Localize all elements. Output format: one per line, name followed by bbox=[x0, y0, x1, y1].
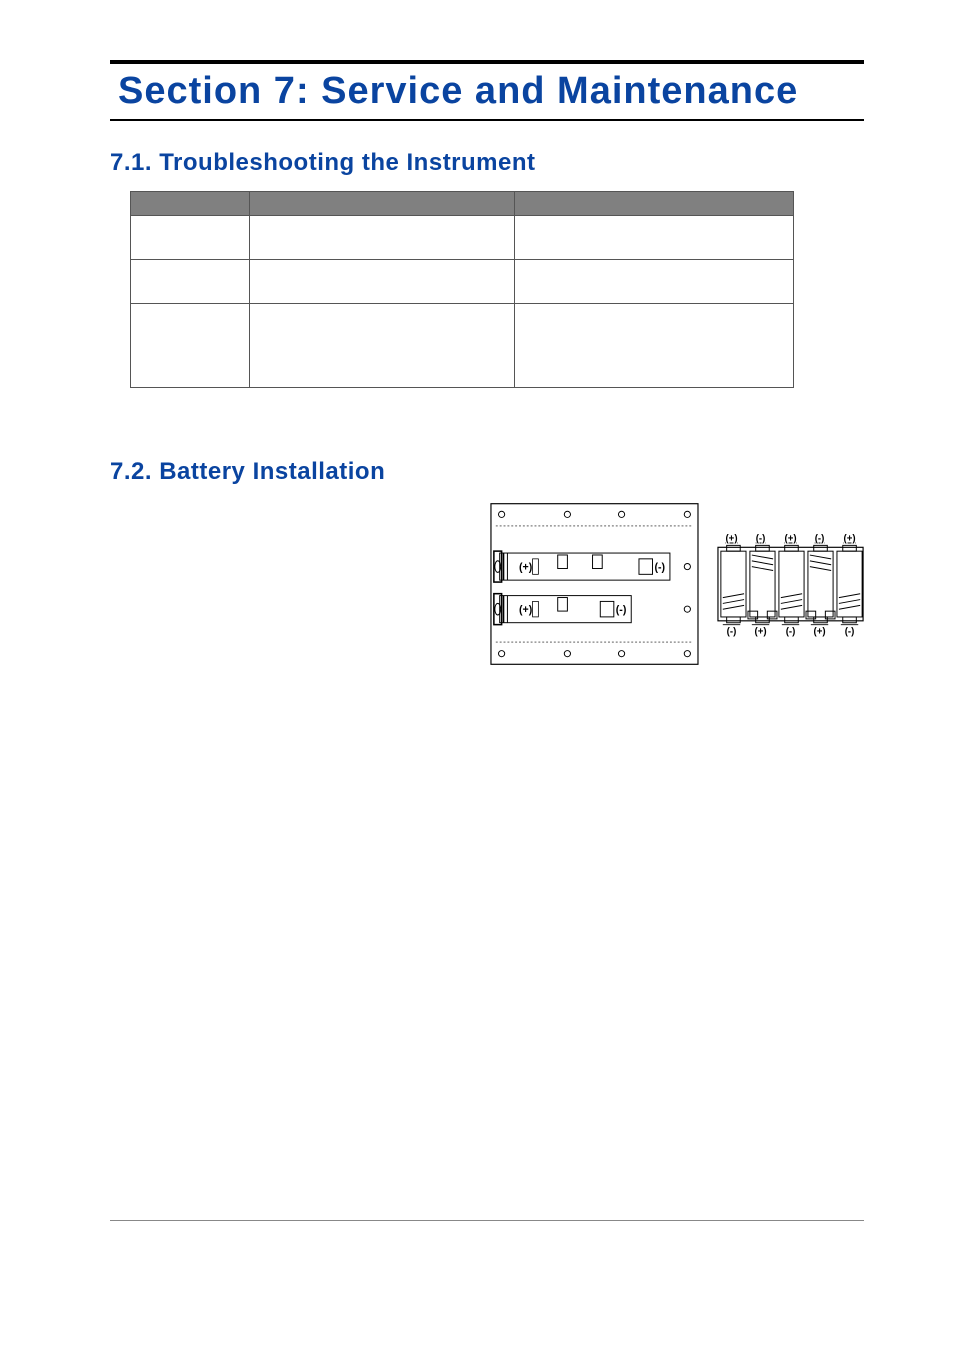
subheading-7-1: 7.1. Troubleshooting the Instrument bbox=[110, 149, 864, 177]
subheading-7-2: 7.2. Battery Installation bbox=[110, 458, 864, 486]
section-rule-bottom bbox=[110, 119, 864, 121]
svg-text:(+): (+) bbox=[754, 626, 766, 637]
svg-text:(-): (-) bbox=[786, 626, 796, 637]
svg-text:(+): (+) bbox=[813, 626, 825, 637]
section-title: Section 7: Service and Maintenance bbox=[118, 70, 864, 113]
svg-text:(-): (-) bbox=[845, 626, 855, 637]
table-header-cell bbox=[515, 192, 793, 216]
table-row bbox=[131, 304, 794, 388]
svg-text:(+): (+) bbox=[519, 604, 533, 616]
footer-rule bbox=[110, 1220, 864, 1221]
table-row bbox=[131, 260, 794, 304]
troubleshooting-table bbox=[130, 191, 794, 388]
battery-terminal-diagram: (+) (-) (+) (-) (+) bbox=[717, 530, 864, 642]
svg-text:(-): (-) bbox=[756, 533, 766, 544]
svg-text:(+): (+) bbox=[843, 533, 855, 544]
svg-text:(-): (-) bbox=[654, 561, 665, 573]
svg-text:(+): (+) bbox=[725, 533, 737, 544]
table-row bbox=[131, 216, 794, 260]
svg-text:(+): (+) bbox=[519, 561, 533, 573]
svg-text:(-): (-) bbox=[616, 604, 627, 616]
panel-diagram: (+) (-) (+) (-) bbox=[490, 500, 699, 668]
table-header-cell bbox=[250, 192, 515, 216]
battery-diagram-group: (+) (-) (+) (-) (+) (-) (+) (-) bbox=[490, 500, 864, 668]
section-rule-top bbox=[110, 60, 864, 64]
svg-text:(-): (-) bbox=[815, 533, 825, 544]
table-header-row bbox=[131, 192, 794, 216]
svg-text:(-): (-) bbox=[727, 626, 737, 637]
svg-text:(+): (+) bbox=[784, 533, 796, 544]
table-header-cell bbox=[131, 192, 250, 216]
